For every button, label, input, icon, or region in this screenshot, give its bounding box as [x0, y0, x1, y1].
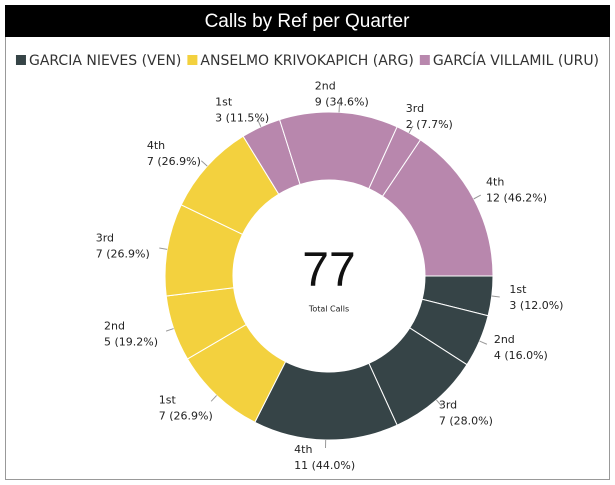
data-label-category: 3rd: [96, 231, 114, 244]
data-label-category: 4th: [147, 139, 165, 152]
data-label: 11 (44.0%): [294, 459, 355, 472]
chart-title: Calls by Ref per Quarter: [205, 11, 411, 32]
legend-label: GARCÍA VILLAMIL (URU): [433, 52, 599, 69]
legend-swatch: [15, 55, 26, 65]
data-label-category: 2nd: [315, 79, 336, 92]
leader-line: [473, 194, 482, 200]
leader-line: [408, 125, 414, 134]
data-label-category: 1st: [159, 394, 177, 407]
legend-label: ANSELMO KRIVOKAPICH (ARG): [200, 53, 413, 69]
title-bar: [5, 5, 610, 37]
leader-line: [201, 160, 208, 167]
data-label: 7 (26.9%): [159, 410, 213, 423]
data-label-category: 2nd: [104, 319, 125, 332]
data-label-category: 4th: [294, 443, 312, 456]
data-label: 7 (26.9%): [147, 155, 201, 168]
legend-swatch: [419, 55, 430, 65]
leader-line: [165, 328, 174, 332]
leader-line: [159, 247, 168, 250]
data-label: 2 (7.7%): [406, 118, 453, 131]
data-label: 12 (46.2%): [486, 191, 547, 204]
data-label: 3 (11.5%): [215, 111, 269, 124]
data-label-category: 3rd: [439, 399, 457, 412]
leader-line: [210, 395, 218, 402]
center-value: 77: [302, 244, 355, 297]
data-label: 4 (16.0%): [494, 349, 548, 362]
leader-line: [257, 119, 262, 128]
data-label-category: 4th: [486, 175, 504, 188]
data-label-category: 1st: [509, 283, 527, 296]
leader-line: [479, 340, 488, 345]
leader-line: [491, 295, 500, 298]
data-label-category: 2nd: [494, 333, 515, 346]
legend-swatch: [187, 55, 198, 65]
data-label-category: 1st: [215, 95, 233, 108]
data-label: 9 (34.6%): [315, 95, 369, 108]
data-label: 3 (12.0%): [509, 299, 563, 312]
leader-line: [436, 399, 443, 407]
data-label-category: 3rd: [406, 102, 424, 115]
data-label: 7 (28.0%): [439, 415, 493, 428]
data-label: 7 (26.9%): [96, 247, 150, 260]
data-label: 5 (19.2%): [104, 335, 158, 348]
legend-label: GARCIA NIEVES (VEN): [29, 53, 181, 69]
center-label: Total Calls: [308, 305, 349, 314]
donut-segment: [381, 139, 494, 277]
